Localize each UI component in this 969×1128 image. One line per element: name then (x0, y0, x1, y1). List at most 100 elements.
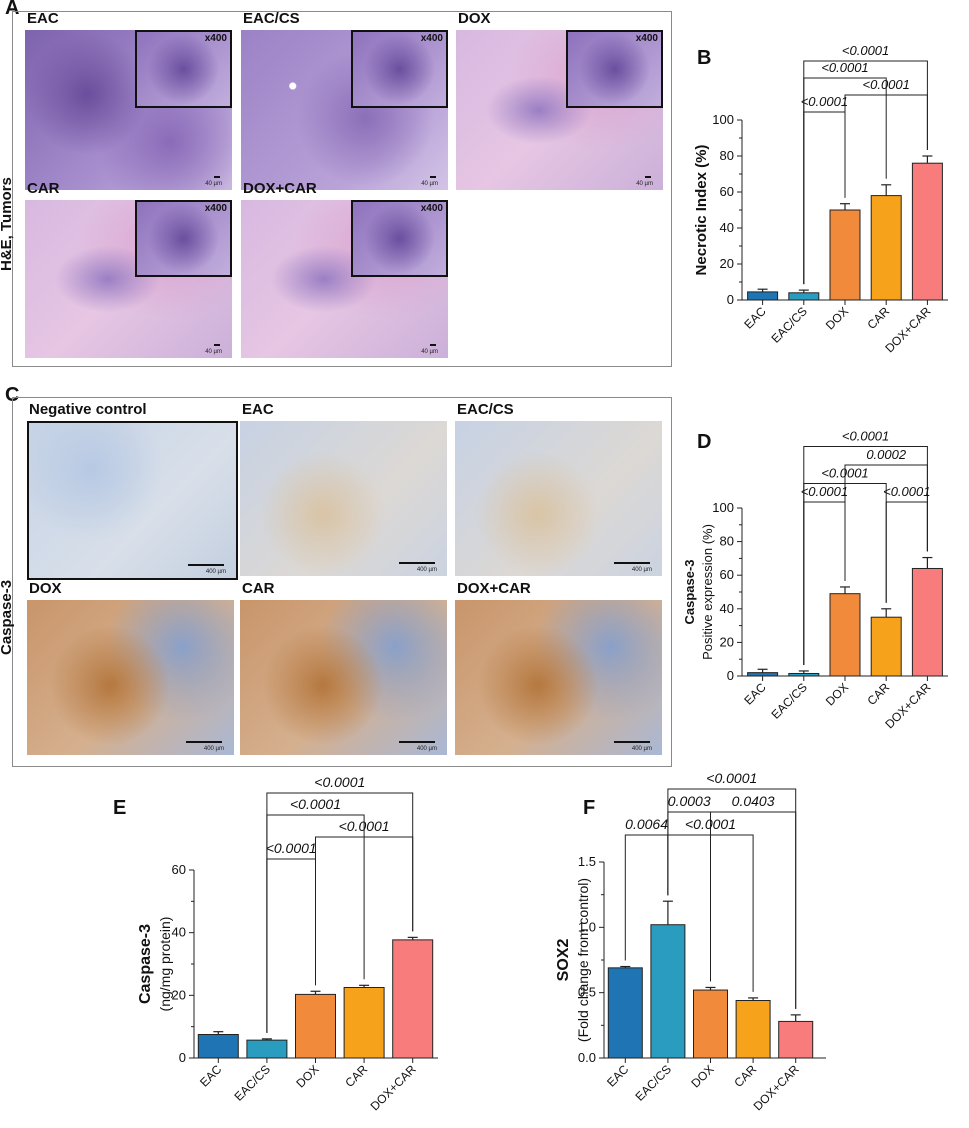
inset-magnification: x400 (204, 33, 227, 44)
x-tick-label: DOX (688, 1062, 716, 1090)
bar-car (870, 195, 902, 301)
bar-eac (197, 1034, 239, 1059)
bar-eac-cs (246, 1039, 288, 1059)
magnified-inset: x400 (566, 30, 663, 108)
bar-dox (693, 989, 728, 1059)
scale-bar-label: 400 µm (416, 746, 437, 752)
micrograph-label: EAC/CS (243, 10, 300, 27)
x-tick-label: EAC (741, 304, 769, 332)
y-tick-label: 60 (172, 862, 186, 877)
scale-bar-label: 400 µm (203, 746, 224, 752)
scale-bar (399, 741, 435, 743)
bar-eac (607, 967, 643, 1059)
p-value-label: 0.0403 (732, 793, 775, 809)
y-tick-label: 80 (720, 534, 734, 549)
x-tick-label: CAR (342, 1062, 370, 1090)
y-tick-label: 0 (727, 668, 734, 683)
bar-dox-car (392, 939, 434, 1059)
scale-bar (614, 562, 650, 564)
bar-eac-cs (650, 924, 686, 1059)
micrograph-A-3: x400 40 µm (25, 200, 232, 358)
p-value-label: <0.0001 (863, 77, 910, 92)
y-tick-label: 100 (712, 112, 734, 127)
x-tick-label: EAC (741, 680, 769, 708)
scale-bar (186, 741, 222, 743)
bar-dox-car (911, 567, 943, 677)
x-tick-label: EAC (197, 1062, 225, 1090)
x-tick-label: EAC/CS (768, 304, 809, 345)
bar-dox (829, 209, 861, 301)
significance-bracket (844, 94, 928, 198)
panel-letter-a: A (5, 0, 20, 19)
scale-bar-label: 400 µm (205, 569, 226, 575)
p-value-label: <0.0001 (883, 484, 930, 499)
micrograph-label: DOX+CAR (457, 580, 531, 597)
y-tick-label: 1.0 (578, 919, 596, 934)
y-axis-label: Necrotic Index (%) (693, 145, 710, 276)
micrograph-label: DOX (458, 10, 491, 27)
p-value-label: <0.0001 (266, 840, 317, 856)
bar-dox-car (778, 1020, 814, 1059)
significance-bracket (710, 811, 797, 1009)
p-value-label: <0.0001 (290, 796, 341, 812)
y-tick-label: 80 (720, 148, 734, 163)
x-tick-label: DOX (823, 680, 851, 708)
bar-car (735, 1000, 771, 1059)
y-tick-label: 20 (720, 256, 734, 271)
panel-a-side-label: H&E, Tumors (0, 177, 15, 271)
scale-bar (645, 176, 651, 178)
p-value-label: <0.0001 (842, 429, 889, 444)
significance-bracket (315, 836, 414, 986)
bar-eac-cs (788, 672, 820, 677)
micrograph-C-3: 400 µm (27, 600, 234, 755)
magnified-inset: x400 (135, 30, 232, 108)
x-tick-label: CAR (865, 680, 893, 708)
scale-bar-label: 40 µm (205, 349, 222, 355)
y-tick-label: 0 (727, 292, 734, 307)
chart-necrotic-index: 0 20 40 60 80 100 Necrotic Index (%) EAC EAC/CS D… (693, 43, 948, 355)
scale-bar-label: 40 µm (636, 181, 653, 187)
y-axis-label: Caspase-3 (137, 924, 154, 1004)
x-tick-label: DOX+CAR (751, 1062, 802, 1113)
micrograph-A-0: x400 40 µm (25, 30, 232, 190)
chart-caspase3-expression: 0 20 40 60 80 100 Caspase-3 Positive expression… (682, 429, 948, 731)
micrograph-label: DOX (29, 580, 62, 597)
x-tick-label: DOX+CAR (882, 680, 933, 731)
p-value-label: <0.0001 (685, 816, 736, 832)
x-tick-label: EAC (604, 1062, 632, 1090)
significance-bracket (885, 501, 928, 603)
micrograph-C-2: 400 µm (455, 421, 662, 576)
micrograph-label: EAC/CS (457, 401, 514, 418)
scale-bar-label: 400 µm (416, 567, 437, 573)
y-tick-label: 60 (720, 184, 734, 199)
p-value-label: <0.0001 (706, 770, 757, 786)
scale-bar-label: 400 µm (631, 746, 652, 752)
micrograph-C-5: 400 µm (455, 600, 662, 755)
y-tick-label: 0.0 (578, 1050, 596, 1065)
significance-bracket (803, 501, 846, 665)
p-value-label: <0.0001 (821, 466, 868, 481)
magnified-inset: x400 (135, 200, 232, 277)
y-tick-label: 20 (720, 634, 734, 649)
x-tick-label: DOX (293, 1062, 321, 1090)
scale-bar (430, 176, 436, 178)
bar-car (343, 987, 385, 1059)
scale-bar (399, 562, 435, 564)
panel-letter-f: F (583, 797, 596, 819)
micrograph-A-1: x400 40 µm (241, 30, 448, 190)
p-value-label: <0.0001 (339, 818, 390, 834)
scale-bar (614, 741, 650, 743)
x-tick-label: EAC/CS (768, 680, 809, 721)
y-tick-label: 1.5 (578, 854, 596, 869)
micrograph-C-4: 400 µm (240, 600, 447, 755)
magnified-inset: x400 (351, 30, 448, 108)
scale-bar (188, 564, 224, 566)
scale-bar-label: 40 µm (421, 181, 438, 187)
y-tick-label: 40 (720, 220, 734, 235)
scale-bar-label: 40 µm (421, 349, 438, 355)
p-value-label: <0.0001 (314, 774, 365, 790)
y-axis-label: (ng/mg protein) (157, 917, 173, 1012)
micrograph-label: Negative control (29, 401, 147, 418)
bar-eac (747, 291, 779, 301)
micrograph-A-4: x400 40 µm (241, 200, 448, 358)
